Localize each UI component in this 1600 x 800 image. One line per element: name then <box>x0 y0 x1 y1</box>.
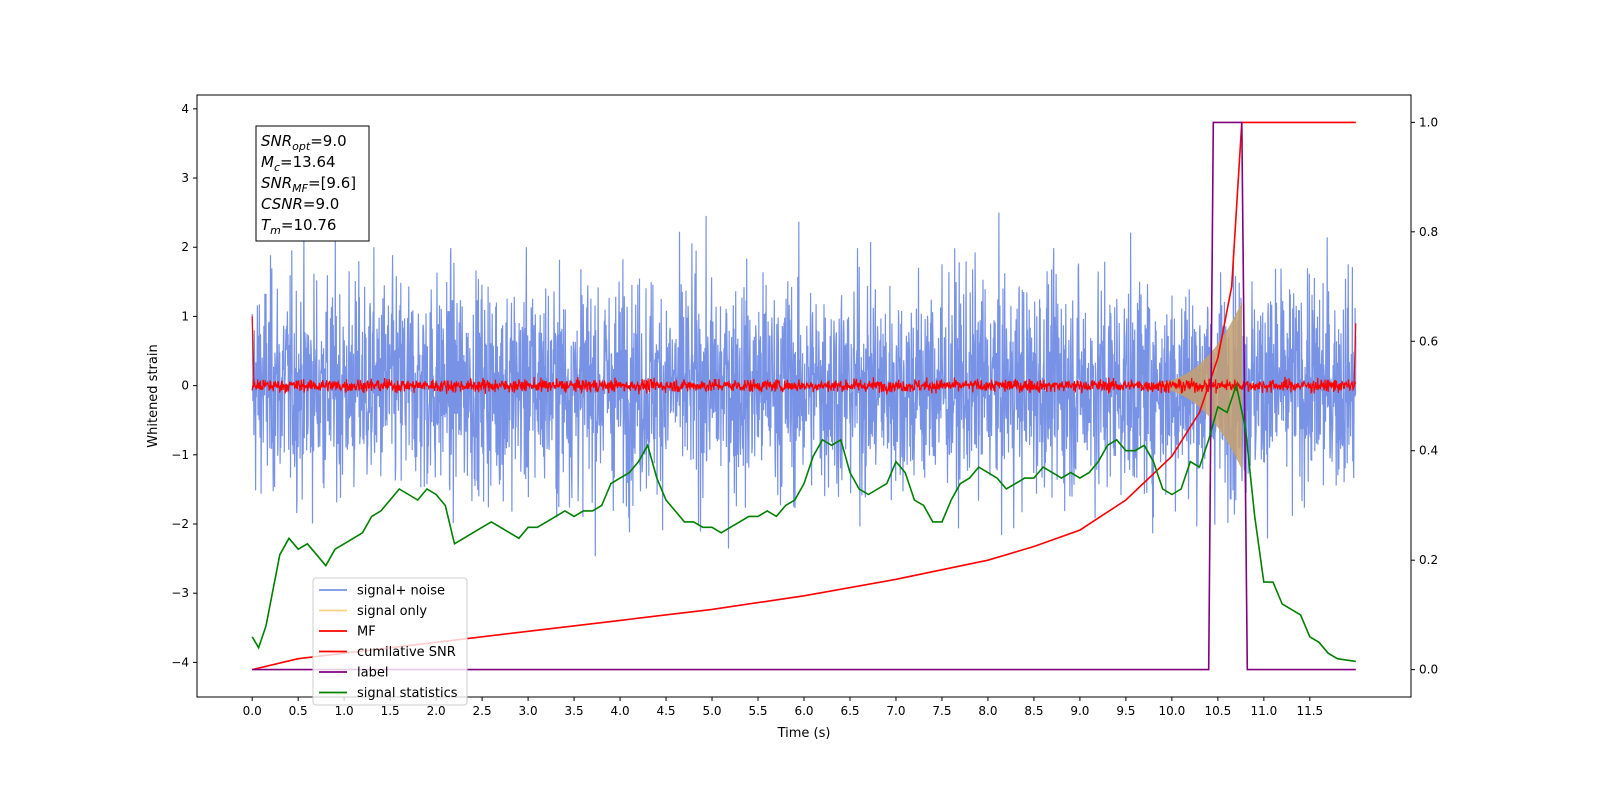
x-tick-label: 9.5 <box>1116 704 1135 718</box>
x-tick-label: 0.0 <box>243 704 262 718</box>
x-tick-label: 11.5 <box>1296 704 1323 718</box>
legend-label: signal statistics <box>357 686 458 701</box>
series-mf <box>251 376 1357 395</box>
x-tick-label: 1.0 <box>335 704 354 718</box>
annotation-subscript: m <box>270 224 281 237</box>
stats-annotation: SNRopt=9.0Mc=13.64SNRMF=[9.6]CSNR=9.0Tm=… <box>255 125 370 242</box>
y-tick-label-left: 4 <box>181 102 189 116</box>
x-tick-label: 2.5 <box>473 704 492 718</box>
x-tick-label: 4.0 <box>611 704 630 718</box>
y-tick-label-right: 1.0 <box>1419 115 1438 129</box>
x-tick-label: 6.5 <box>840 704 859 718</box>
annotation-line: SNRopt=9.0 <box>261 132 347 153</box>
x-tick-label: 9.0 <box>1070 704 1089 718</box>
y-tick-label-left: −3 <box>171 586 189 600</box>
annotation-value: =9.0 <box>303 195 339 213</box>
x-tick-label: 1.5 <box>381 704 400 718</box>
y-tick-label-right: 0.4 <box>1419 444 1438 458</box>
x-tick-label: 4.5 <box>656 704 675 718</box>
x-tick-label: 8.0 <box>978 704 997 718</box>
x-tick-label: 0.5 <box>289 704 308 718</box>
annotation-symbol: SNR <box>261 132 292 150</box>
x-tick-label: 10.0 <box>1159 704 1186 718</box>
legend: signal+ noise signal only MF cumilative SNR… <box>312 577 468 706</box>
y-axis-label: Whitened strain <box>146 344 161 447</box>
series-signal-statistics <box>251 382 1356 663</box>
x-tick-label: 8.5 <box>1024 704 1043 718</box>
annotation-box <box>255 125 370 242</box>
x-tick-label: 2.0 <box>427 704 446 718</box>
annotation-value: =10.76 <box>281 216 337 234</box>
annotation-line: Tm=10.76 <box>261 216 336 237</box>
legend-label: signal+ noise <box>357 584 445 599</box>
annotation-subscript: MF <box>292 182 308 195</box>
annotation-line: Mc=13.64 <box>261 153 336 174</box>
x-axis: 0.0 0.5 1.0 1.5 2.0 2.5 3.0 3.5 4.0 4.5 5.0 5.5 6.0 6… <box>243 697 1323 718</box>
y-tick-label-right: 0.6 <box>1419 334 1438 348</box>
legend-label: label <box>357 666 388 681</box>
y-tick-label-left: 0 <box>181 379 189 393</box>
legend-label: MF <box>357 625 376 640</box>
annotation-subscript: c <box>274 161 280 174</box>
y-tick-label-right: 0.8 <box>1419 225 1438 239</box>
x-tick-label: 3.0 <box>519 704 538 718</box>
series-mf-edge-end <box>1353 323 1357 386</box>
x-tick-label: 7.0 <box>886 704 905 718</box>
y-tick-label-left: −1 <box>171 448 189 462</box>
x-tick-label: 5.5 <box>748 704 767 718</box>
y-axis-right: 1.0 0.8 0.6 0.4 0.2 0.0 <box>1411 115 1438 677</box>
y-axis-left: 4 3 2 1 0 −1 −2 −3 −4 <box>171 102 197 669</box>
legend-label: signal only <box>357 604 427 619</box>
annotation-value: =9.0 <box>310 132 346 150</box>
annotation-line: SNRMF=[9.6] <box>261 174 356 195</box>
annotation-subscript: opt <box>292 140 311 153</box>
y-tick-label-left: 3 <box>181 171 189 185</box>
annotation-symbol: SNR <box>261 174 292 192</box>
y-tick-label-right: 0.2 <box>1419 553 1438 567</box>
x-axis-label: Time (s) <box>777 726 831 741</box>
y-tick-label-left: 2 <box>181 240 189 254</box>
annotation-value: =[9.6] <box>308 174 356 192</box>
annotation-symbol: CSNR <box>261 195 303 213</box>
series-label <box>252 121 1356 671</box>
x-tick-label: 7.5 <box>932 704 951 718</box>
legend-box <box>312 577 468 706</box>
annotation-line: CSNR=9.0 <box>261 195 339 213</box>
x-tick-label: 10.5 <box>1205 704 1232 718</box>
x-tick-label: 3.5 <box>565 704 584 718</box>
x-tick-label: 11.0 <box>1250 704 1277 718</box>
y-tick-label-left: −4 <box>171 655 189 669</box>
annotation-value: =13.64 <box>280 153 336 171</box>
annotation-symbol: T <box>261 216 272 234</box>
x-tick-label: 6.0 <box>794 704 813 718</box>
y-tick-label-left: −2 <box>171 517 189 531</box>
y-tick-label-right: 0.0 <box>1419 663 1438 677</box>
series-mf-edge-start <box>251 316 255 386</box>
legend-label: cumilative SNR <box>357 645 456 660</box>
annotation-symbol: M <box>261 153 274 171</box>
x-tick-label: 5.0 <box>702 704 721 718</box>
y-tick-label-left: 1 <box>181 309 189 323</box>
